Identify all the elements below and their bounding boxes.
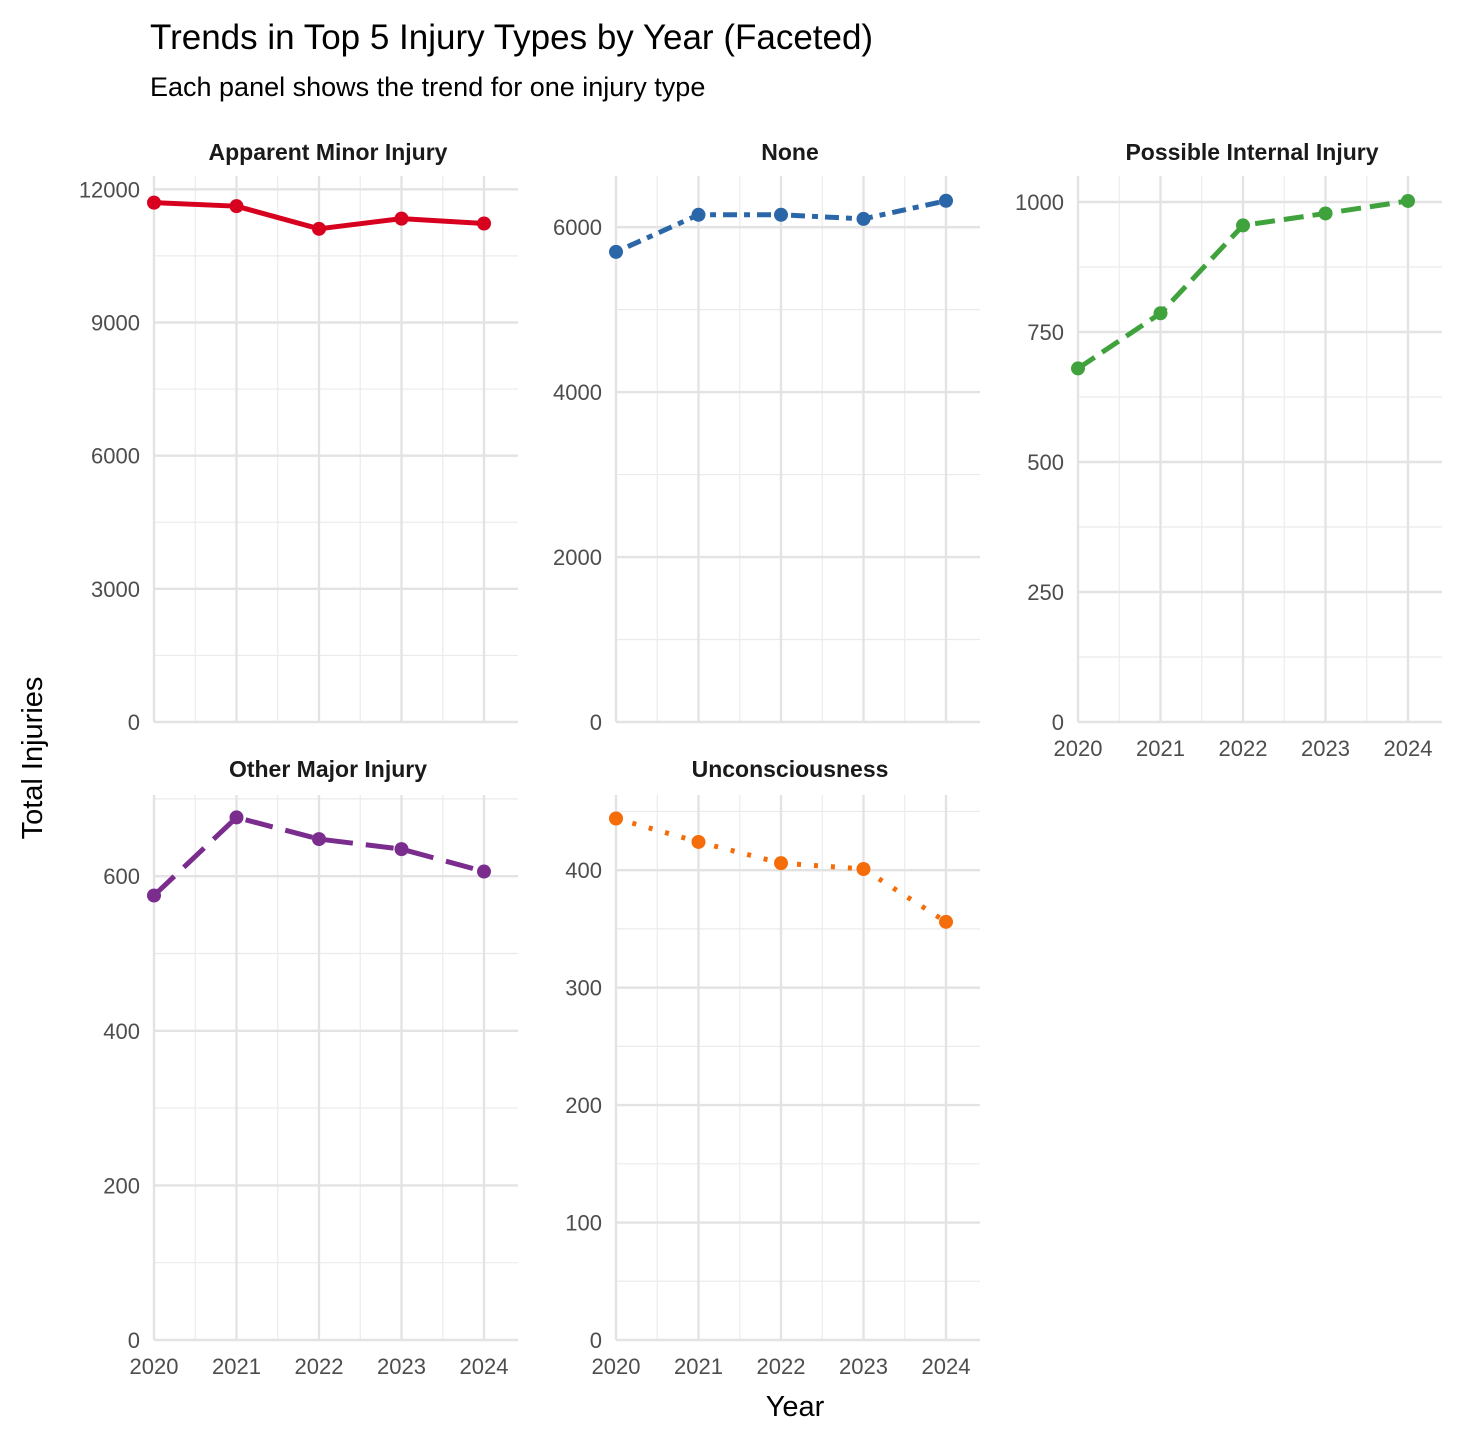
x-tick-label: 2023: [377, 1354, 426, 1379]
facet-title: None: [761, 139, 819, 165]
y-tick-label: 200: [565, 1093, 602, 1118]
y-tick-label: 0: [1052, 710, 1064, 735]
data-point: [477, 216, 491, 231]
chart-subtitle: Each panel shows the trend for one injur…: [150, 72, 705, 102]
data-point: [312, 221, 326, 236]
data-point: [856, 211, 871, 226]
y-tick-label: 600: [103, 864, 140, 889]
x-tick-label: 2023: [839, 1354, 888, 1379]
y-tick-label: 400: [103, 1019, 140, 1044]
facet-title: Possible Internal Injury: [1125, 139, 1378, 165]
x-tick-label: 2023: [1301, 736, 1350, 761]
x-axis-label: Year: [766, 1391, 825, 1423]
chart-title: Trends in Top 5 Injury Types by Year (Fa…: [150, 18, 873, 57]
data-point: [691, 207, 706, 222]
facet-title: Apparent Minor Injury: [209, 139, 448, 165]
x-tick-label: 2022: [757, 1354, 806, 1379]
data-point: [1401, 193, 1415, 208]
data-point: [229, 199, 244, 214]
y-tick-label: 750: [1027, 320, 1064, 345]
x-tick-label: 2022: [295, 1354, 344, 1379]
y-tick-label: 9000: [91, 310, 140, 335]
data-point: [147, 195, 161, 210]
facet-panel: 0 200 400 600 2020 2021 2022 2023 2024 Other Majo…: [103, 756, 518, 1379]
data-point: [609, 244, 623, 259]
data-point: [1318, 206, 1333, 221]
x-tick-label: 2021: [212, 1354, 261, 1379]
x-tick-label: 2024: [922, 1354, 971, 1379]
x-tick-label: 2021: [674, 1354, 723, 1379]
y-tick-label: 4000: [553, 380, 602, 405]
data-point: [774, 856, 788, 871]
x-tick-label: 2020: [130, 1354, 179, 1379]
y-tick-label: 400: [565, 858, 602, 883]
y-tick-label: 100: [565, 1211, 602, 1236]
y-tick-label: 6000: [553, 215, 602, 240]
facet-panel: 0 100 200 300 400 2020 2021 2022 2023 2024 Unconsc…: [565, 756, 980, 1379]
data-point: [609, 811, 623, 826]
y-tick-label: 1000: [1015, 190, 1064, 215]
data-point: [1153, 306, 1168, 321]
x-tick-label: 2024: [1384, 736, 1433, 761]
data-point: [774, 207, 788, 222]
x-tick-label: 2020: [592, 1354, 641, 1379]
data-point: [1071, 361, 1085, 376]
data-point: [939, 193, 953, 208]
y-tick-label: 200: [103, 1173, 140, 1198]
data-point: [939, 914, 953, 929]
facet-panel: 0 250 500 750 1000 2020 2021 2022 2023 2024 Possib…: [1015, 139, 1442, 761]
y-tick-label: 12000: [79, 177, 140, 202]
data-point: [394, 211, 409, 226]
x-tick-label: 2021: [1136, 736, 1185, 761]
data-point: [691, 834, 706, 849]
y-tick-label: 2000: [553, 545, 602, 570]
y-tick-label: 500: [1027, 450, 1064, 475]
y-axis-label: Total Injuries: [17, 677, 49, 840]
y-tick-label: 3000: [91, 577, 140, 602]
y-tick-label: 0: [128, 710, 140, 735]
facet-title: Other Major Injury: [229, 756, 427, 782]
data-point: [1236, 218, 1250, 233]
y-tick-label: 0: [590, 1328, 602, 1353]
data-point: [147, 888, 161, 903]
y-tick-label: 0: [590, 710, 602, 735]
x-tick-label: 2022: [1219, 736, 1268, 761]
y-tick-label: 0: [128, 1328, 140, 1353]
facet-panel: 0 2000 4000 6000 None: [553, 139, 980, 735]
x-tick-label: 2020: [1054, 736, 1103, 761]
data-point: [856, 861, 871, 876]
y-tick-label: 250: [1027, 580, 1064, 605]
facet-title: Unconsciousness: [692, 756, 889, 782]
y-tick-label: 6000: [91, 444, 140, 469]
data-point: [312, 832, 326, 847]
data-point: [229, 810, 244, 825]
y-tick-label: 300: [565, 976, 602, 1001]
data-point: [477, 864, 491, 879]
series-line: [152, 814, 485, 898]
data-point: [394, 842, 409, 857]
facet-panel: 0 3000 6000 9000 12000 Apparent Minor Injury: [79, 139, 518, 735]
x-tick-label: 2024: [460, 1354, 509, 1379]
